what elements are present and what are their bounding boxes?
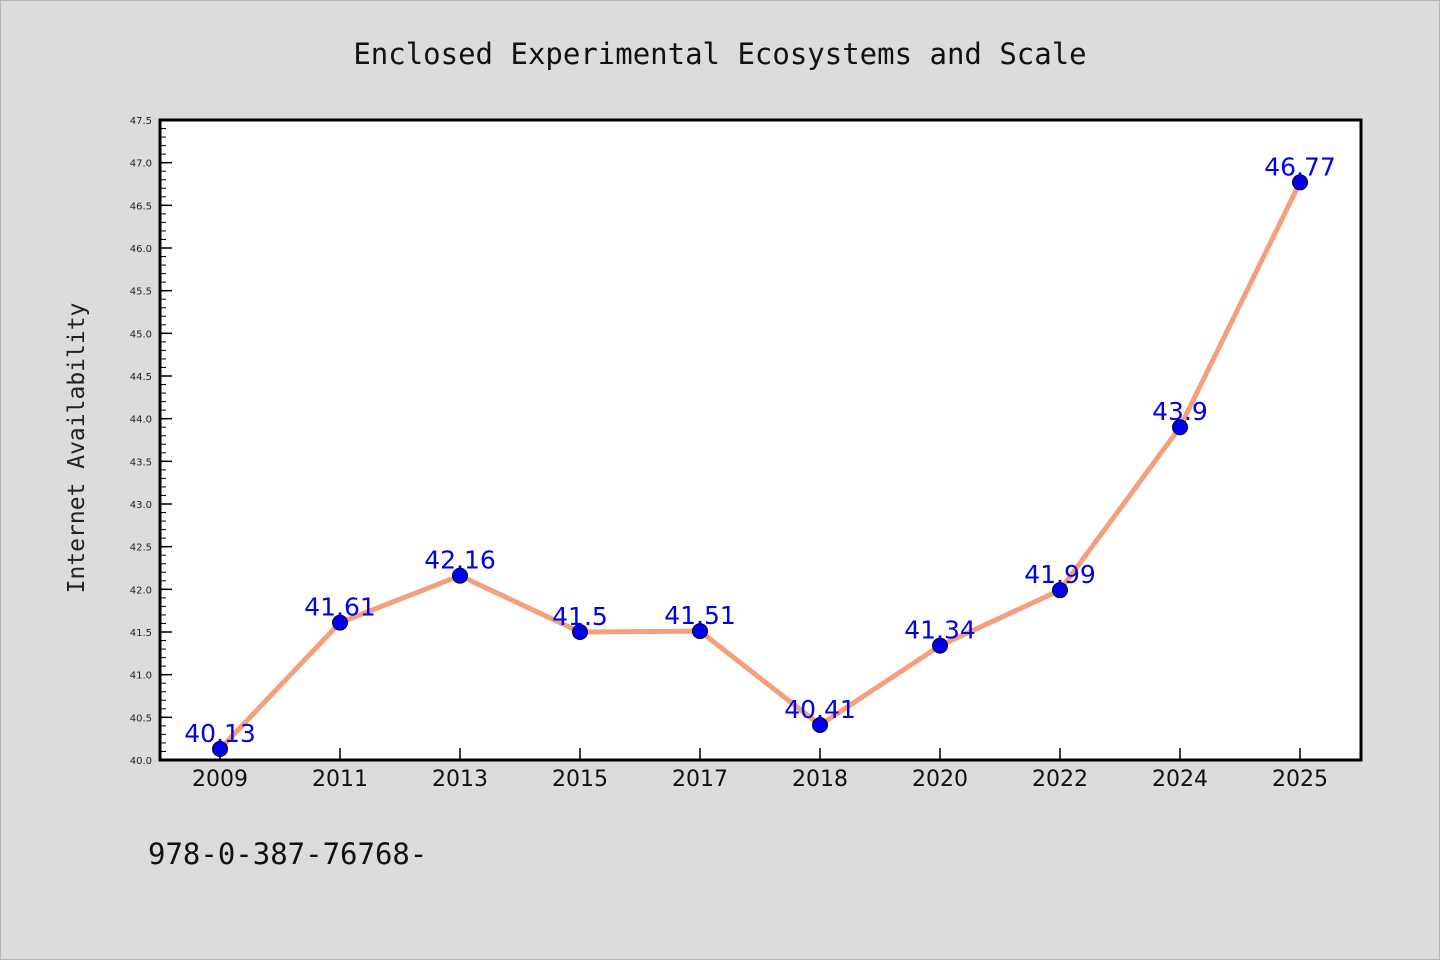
x-tick-label: 2025 — [1272, 767, 1328, 792]
series-line-group — [217, 179, 1303, 752]
y-tick-label: 42.0 — [130, 585, 152, 596]
x-tick-label: 2024 — [1152, 767, 1208, 792]
data-point — [212, 740, 228, 757]
y-tick-label: 44.5 — [130, 372, 152, 383]
data-label: 41.99 — [1024, 560, 1096, 589]
y-tick-label: 40.0 — [130, 756, 152, 767]
data-point — [812, 717, 828, 734]
data-point — [692, 623, 708, 640]
data-label: 41.51 — [664, 601, 736, 630]
y-tick-label: 41.5 — [130, 628, 152, 639]
data-label: 40.41 — [784, 695, 856, 724]
y-tick-label: 43.0 — [130, 500, 152, 511]
series-markers — [212, 174, 1308, 757]
y-tick-label: 47.5 — [130, 116, 152, 127]
data-point — [932, 637, 948, 654]
series-line — [217, 179, 1303, 752]
footnote-text: 978-0-387-76768- — [148, 837, 427, 871]
y-axis-label: Internet Availability — [64, 303, 90, 594]
data-label: 46.77 — [1264, 152, 1336, 181]
x-tick-label: 2013 — [432, 767, 488, 792]
y-tick-label: 46.0 — [130, 244, 152, 255]
data-label: 43.9 — [1152, 397, 1208, 426]
x-tick-label: 2017 — [672, 767, 728, 792]
y-tick-label: 40.5 — [130, 713, 152, 724]
y-axis-ticks: 40.0 40.5 41.0 41.5 42.0 42.5 43.0 43.5 44.0 44.5… — [130, 116, 172, 767]
data-point — [332, 614, 348, 631]
data-label: 42.16 — [424, 546, 496, 575]
y-tick-label: 47.0 — [130, 159, 152, 170]
data-labels: 40.13 41.61 42.16 41.5 41.51 40.41 41.34 41.99 4… — [184, 152, 1336, 748]
x-tick-label: 2018 — [792, 767, 848, 792]
y-tick-label: 45.5 — [130, 287, 152, 298]
plot-area — [158, 118, 1363, 762]
data-label: 40.13 — [184, 719, 256, 748]
data-label: 41.5 — [552, 602, 608, 631]
y-minor-ticks — [160, 119, 166, 761]
data-label: 41.34 — [904, 616, 976, 645]
data-point — [1172, 419, 1188, 436]
x-axis-ticks: 2009 2011 2013 2015 2017 2018 2020 2022 2024 2025 — [192, 748, 1328, 792]
y-tick-label: 46.5 — [130, 201, 152, 212]
data-label: 41.61 — [304, 593, 376, 622]
data-point — [452, 567, 468, 584]
data-point — [1292, 174, 1308, 191]
chart-title: Enclosed Experimental Ecosystems and Sca… — [353, 37, 1086, 71]
data-point — [572, 624, 588, 640]
y-tick-label: 41.0 — [130, 671, 152, 682]
y-tick-label: 45.0 — [130, 329, 152, 340]
y-tick-label: 43.5 — [130, 457, 152, 468]
x-tick-label: 2020 — [912, 767, 968, 792]
x-tick-label: 2009 — [192, 767, 248, 792]
y-tick-label: 44.0 — [130, 415, 152, 426]
x-tick-label: 2011 — [312, 767, 368, 792]
y-tick-label: 42.5 — [130, 543, 152, 554]
x-tick-label: 2022 — [1032, 767, 1088, 792]
x-tick-label: 2015 — [552, 767, 608, 792]
data-point — [1052, 582, 1068, 599]
